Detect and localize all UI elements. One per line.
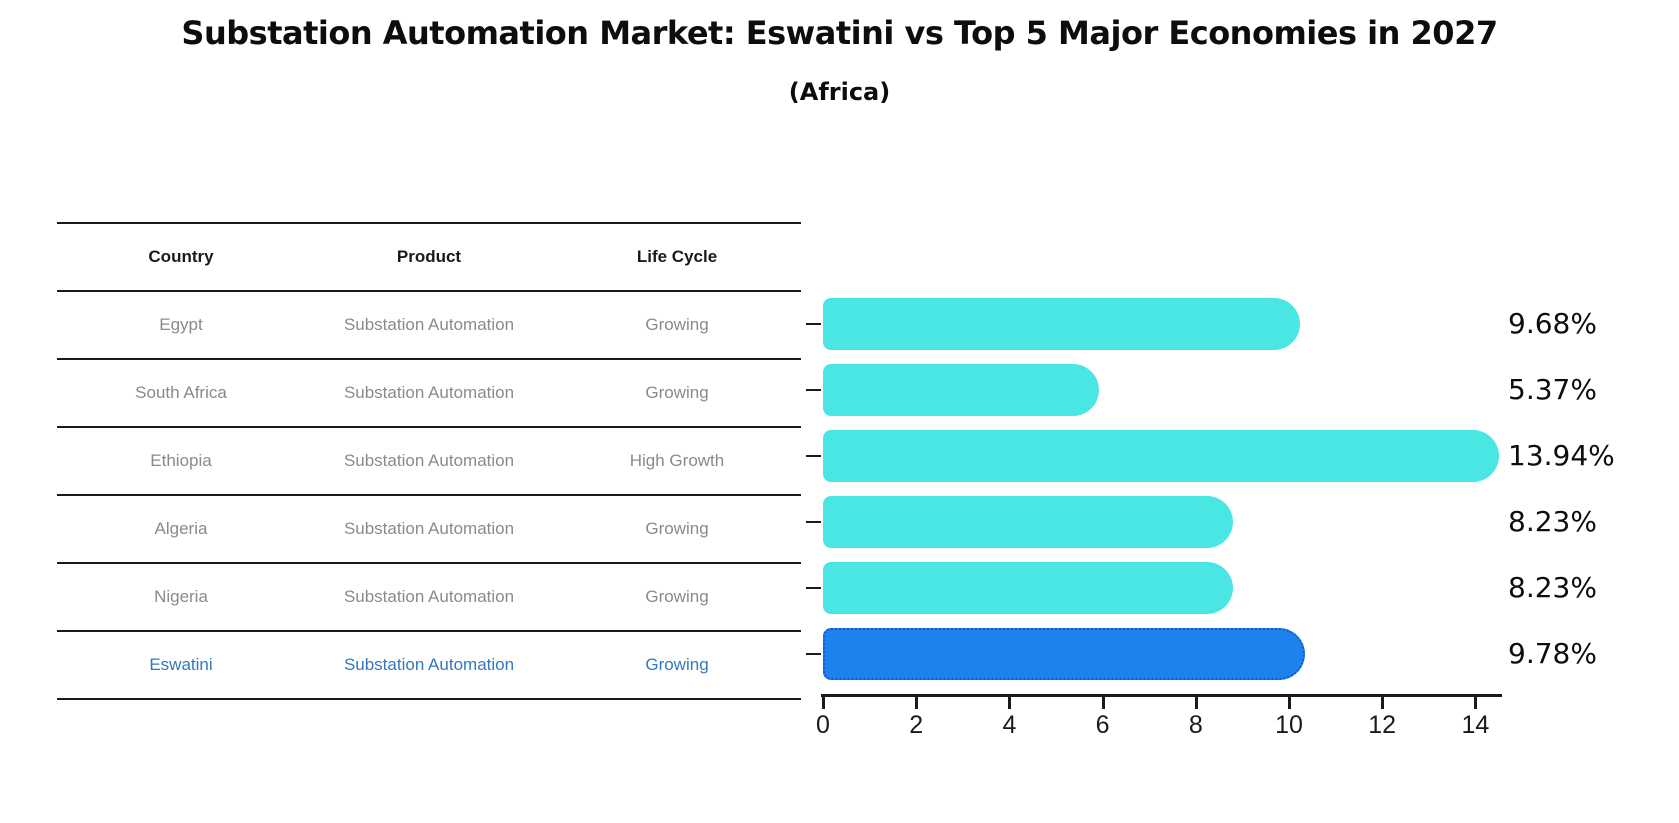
comparison-table: Country Product Life Cycle Egypt Substati… xyxy=(57,222,801,700)
page-subtitle: (Africa) xyxy=(788,78,891,106)
table-body: Egypt Substation Automation Growing South A… xyxy=(57,292,801,700)
x-axis-tick xyxy=(1381,697,1385,709)
life-cycle-cell: Growing xyxy=(645,655,709,674)
product-cell: Substation Automation xyxy=(343,315,515,334)
value-label: 9.68% xyxy=(1508,307,1597,340)
value-label: 8.23% xyxy=(1508,505,1597,538)
y-axis-tick xyxy=(806,323,821,325)
column-header-life-cycle: Life Cycle xyxy=(636,247,718,266)
x-axis-tick xyxy=(1101,697,1105,709)
bar-algeria xyxy=(823,496,1233,548)
x-axis-tick-label: 0 xyxy=(816,711,830,739)
table-row: Ethiopia Substation Automation High Growth xyxy=(57,428,801,496)
table-header-row: Country Product Life Cycle xyxy=(57,222,801,292)
country-cell: Egypt xyxy=(159,315,203,334)
x-axis-tick xyxy=(1194,697,1198,709)
x-axis-tick-label: 12 xyxy=(1368,711,1397,739)
x-axis-tick-label: 2 xyxy=(909,711,924,739)
table-row: Nigeria Substation Automation Growing xyxy=(57,564,801,632)
bar-eswatini xyxy=(823,628,1305,680)
x-axis-tick xyxy=(822,697,825,709)
country-cell: South Africa xyxy=(135,383,227,402)
table-row: South Africa Substation Automation Growing xyxy=(57,360,801,428)
x-axis-tick xyxy=(1008,697,1012,709)
y-axis-tick xyxy=(806,587,821,589)
bar-egypt xyxy=(823,298,1301,350)
life-cycle-cell: Growing xyxy=(645,587,709,606)
product-cell: Substation Automation xyxy=(343,451,515,470)
column-header-country: Country xyxy=(148,247,214,266)
x-axis-tick-label: 10 xyxy=(1275,711,1303,739)
bar-nigeria xyxy=(823,562,1233,614)
y-axis-tick xyxy=(806,455,821,457)
column-header-product: Product xyxy=(396,247,462,266)
table-row: Algeria Substation Automation Growing xyxy=(57,496,801,564)
bar-south-africa xyxy=(823,364,1100,416)
x-axis-tick xyxy=(915,697,919,709)
table-row: Egypt Substation Automation Growing xyxy=(57,292,801,360)
product-cell: Substation Automation xyxy=(343,587,515,606)
x-axis-tick-label: 4 xyxy=(1002,711,1017,739)
y-axis-tick xyxy=(806,653,821,655)
page-title: Substation Automation Market: Eswatini v… xyxy=(181,14,1498,52)
x-axis xyxy=(821,694,1502,697)
country-cell: Nigeria xyxy=(154,587,208,606)
life-cycle-cell: Growing xyxy=(645,519,709,538)
x-axis-tick xyxy=(1288,697,1291,709)
value-label: 5.37% xyxy=(1508,373,1597,406)
x-axis-tick xyxy=(1474,697,1478,709)
y-axis-tick xyxy=(806,521,821,523)
x-axis-tick-label: 8 xyxy=(1188,711,1203,739)
x-axis-tick-label: 6 xyxy=(1095,711,1110,739)
country-cell: Algeria xyxy=(154,519,208,538)
table-row: Eswatini Substation Automation Growing xyxy=(57,632,801,700)
product-cell: Substation Automation xyxy=(343,655,515,674)
country-cell: Eswatini xyxy=(149,655,213,674)
value-label: 8.23% xyxy=(1508,571,1597,604)
life-cycle-cell: Growing xyxy=(645,315,709,334)
product-cell: Substation Automation xyxy=(343,383,515,402)
bar-ethiopia xyxy=(823,430,1499,482)
value-label: 13.94% xyxy=(1508,439,1615,472)
product-cell: Substation Automation xyxy=(343,519,515,538)
y-axis-tick xyxy=(806,389,821,391)
value-label: 9.78% xyxy=(1508,637,1597,670)
life-cycle-cell: Growing xyxy=(645,383,709,402)
x-axis-tick-label: 14 xyxy=(1461,711,1490,739)
country-cell: Ethiopia xyxy=(150,451,212,470)
life-cycle-cell: High Growth xyxy=(629,451,725,470)
